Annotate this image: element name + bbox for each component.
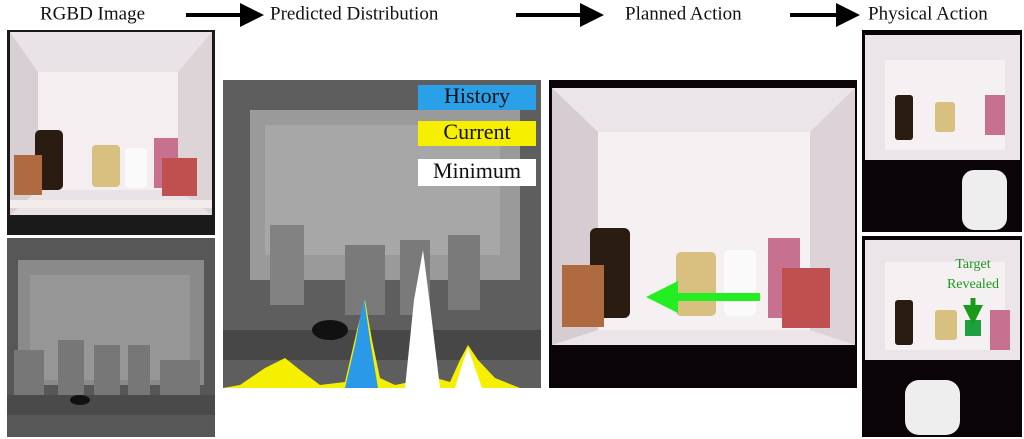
annotation: Target [955, 257, 990, 272]
step-label: RGBD Image [40, 3, 145, 24]
legend-label: Minimum [433, 158, 521, 183]
physical-image [862, 30, 1022, 437]
step-label: Predicted Distribution [270, 3, 439, 24]
step-label: Physical Action [868, 3, 988, 24]
figure: RGBD Image Predicted Distribution Planne… [0, 0, 1024, 439]
planned-image [549, 80, 857, 388]
rgb-image [7, 30, 215, 235]
legend-label: History [444, 83, 510, 108]
step-label: Planned Action [625, 3, 742, 24]
annotation: Revealed [947, 277, 999, 292]
depth-image [7, 238, 215, 437]
legend-label: Current [443, 119, 510, 144]
